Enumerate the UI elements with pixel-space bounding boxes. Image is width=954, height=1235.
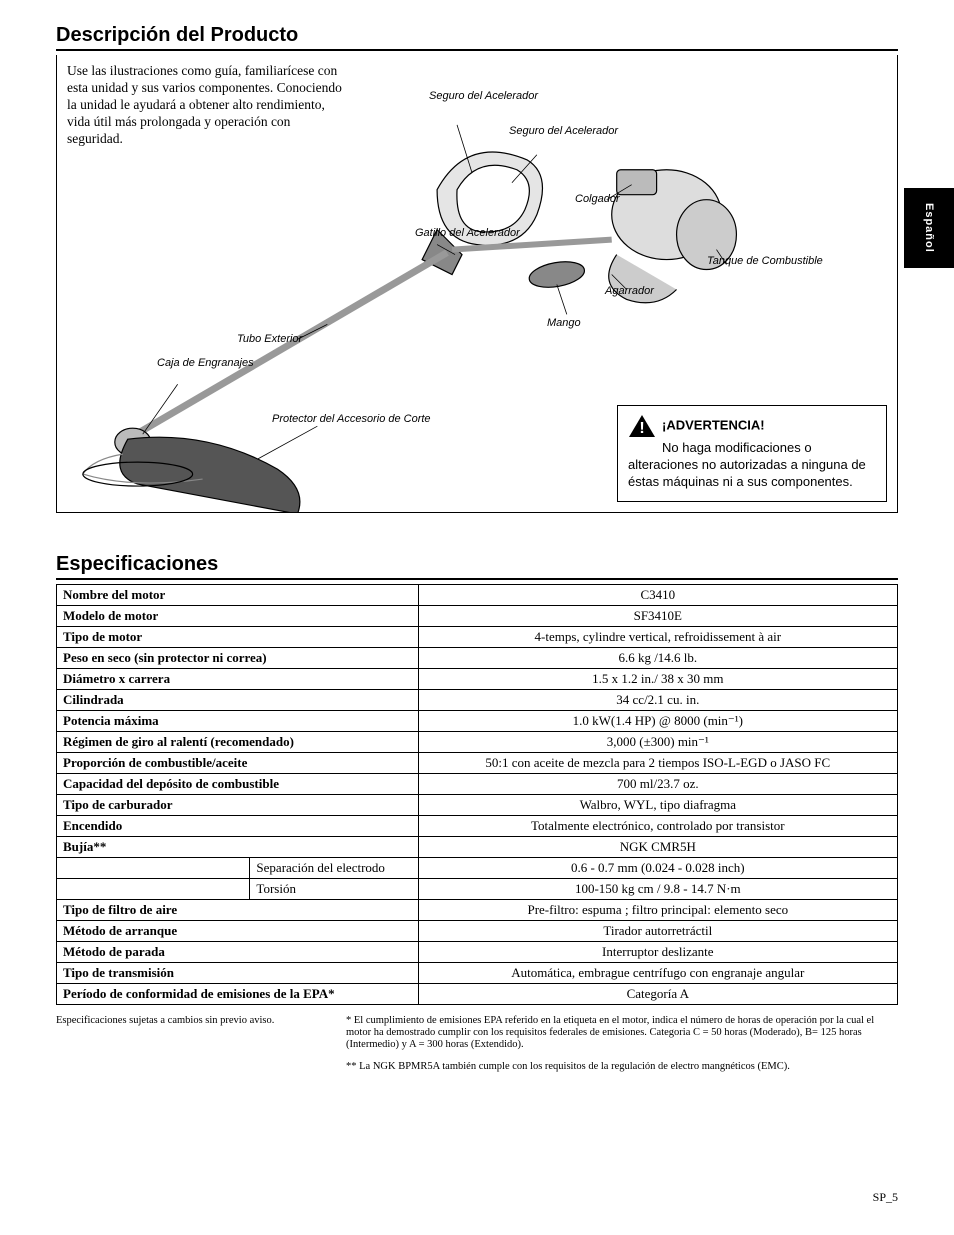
spec-value: Interruptor deslizante xyxy=(418,942,897,963)
footnotes: Especificaciones sujetas a cambios sin p… xyxy=(56,1015,898,1083)
spec-label: Diámetro x carrera xyxy=(57,669,419,690)
spec-value: 100-150 kg cm / 9.8 - 14.7 N·m xyxy=(418,879,897,900)
spec-value: 3,000 (±300) min⁻¹ xyxy=(418,732,897,753)
callout-seguro1: Seguro del Acelerador xyxy=(429,90,538,102)
description-title: Descripción del Producto xyxy=(56,24,898,51)
spec-value: 34 cc/2.1 cu. in. xyxy=(418,690,897,711)
spec-label: Potencia máxima xyxy=(57,711,419,732)
spec-value: Walbro, WYL, tipo diafragma xyxy=(418,795,897,816)
spec-sublabel: Torsión xyxy=(250,879,418,900)
callout-gatillo: Gatillo del Acelerador xyxy=(415,227,520,239)
callout-mango: Mango xyxy=(547,317,581,329)
spec-value: 50:1 con aceite de mezcla para 2 tiempos… xyxy=(418,753,897,774)
spec-label: Encendido xyxy=(57,816,419,837)
spec-value: Tirador autorretráctil xyxy=(418,921,897,942)
spec-value: C3410 xyxy=(418,585,897,606)
spec-value: 700 ml/23.7 oz. xyxy=(418,774,897,795)
callout-seguro2: Seguro del Acelerador xyxy=(509,125,618,137)
spec-label: Método de arranque xyxy=(57,921,419,942)
page-number: SP_5 xyxy=(873,1190,898,1205)
spec-value: Automática, embrague centrífugo con engr… xyxy=(418,963,897,984)
spec-sublabel: Separación del electrodo xyxy=(250,858,418,879)
spec-value: 0.6 - 0.7 mm (0.024 - 0.028 inch) xyxy=(418,858,897,879)
spec-label: Modelo de motor xyxy=(57,606,419,627)
callout-agarrador: Agarrador xyxy=(605,285,654,297)
spec-label: Tipo de filtro de aire xyxy=(57,900,419,921)
footnote-left: Especificaciones sujetas a cambios sin p… xyxy=(56,1015,306,1027)
spec-label: Tipo de carburador xyxy=(57,795,419,816)
callout-colgador: Colgador xyxy=(575,193,620,205)
specs-table: Nombre del motorC3410Modelo de motorSF34… xyxy=(56,584,898,1005)
spec-label: Nombre del motor xyxy=(57,585,419,606)
callout-tubo: Tubo Exterior xyxy=(237,333,302,345)
language-tab: Español xyxy=(904,188,954,268)
spec-value: SF3410E xyxy=(418,606,897,627)
spec-label: Capacidad del depósito de combustible xyxy=(57,774,419,795)
spec-label: Bujía** xyxy=(57,837,419,858)
callout-caja: Caja de Engranajes xyxy=(157,357,254,369)
spec-label: Proporción de combustible/aceite xyxy=(57,753,419,774)
spec-value: 4-temps, cylindre vertical, refroidissem… xyxy=(418,627,897,648)
spec-label: Tipo de transmisión xyxy=(57,963,419,984)
spec-value: Pre-filtro: espuma ; filtro principal: e… xyxy=(418,900,897,921)
spec-indent xyxy=(57,858,250,879)
footnote-r1: * El cumplimiento de emisiones EPA refer… xyxy=(346,1015,898,1051)
description-box: Use las ilustraciones como guía, familia… xyxy=(56,55,898,513)
spec-value: 1.5 x 1.2 in./ 38 x 30 mm xyxy=(418,669,897,690)
spec-value: Categoría A xyxy=(418,984,897,1005)
specs-title: Especificaciones xyxy=(56,553,898,580)
spec-label: Cilindrada xyxy=(57,690,419,711)
svg-text:!: ! xyxy=(639,420,644,437)
callout-protector: Protector del Accesorio de Corte xyxy=(272,413,431,425)
spec-label: Peso en seco (sin protector ni correa) xyxy=(57,648,419,669)
spec-value: Totalmente electrónico, controlado por t… xyxy=(418,816,897,837)
warning-box: ! ¡ADVERTENCIA! No haga modificaciones o… xyxy=(617,405,887,502)
spec-label: Método de parada xyxy=(57,942,419,963)
spec-label: Período de conformidad de emisiones de l… xyxy=(57,984,419,1005)
warning-head: ¡ADVERTENCIA! xyxy=(662,418,765,433)
intro-text: Use las ilustraciones como guía, familia… xyxy=(67,63,347,147)
callout-tanque: Tanque de Combustible xyxy=(707,255,823,267)
spec-value: 6.6 kg /14.6 lb. xyxy=(418,648,897,669)
spec-indent xyxy=(57,879,250,900)
footnote-r2: ** La NGK BPMR5A también cumple con los … xyxy=(346,1061,898,1073)
spec-label: Tipo de motor xyxy=(57,627,419,648)
spec-value: 1.0 kW(1.4 HP) @ 8000 (min⁻¹) xyxy=(418,711,897,732)
spec-label: Régimen de giro al ralentí (recomendado) xyxy=(57,732,419,753)
warning-icon: ! xyxy=(628,414,656,438)
warning-body: No haga modificaciones o alteraciones no… xyxy=(628,440,866,489)
spec-value: NGK CMR5H xyxy=(418,837,897,858)
